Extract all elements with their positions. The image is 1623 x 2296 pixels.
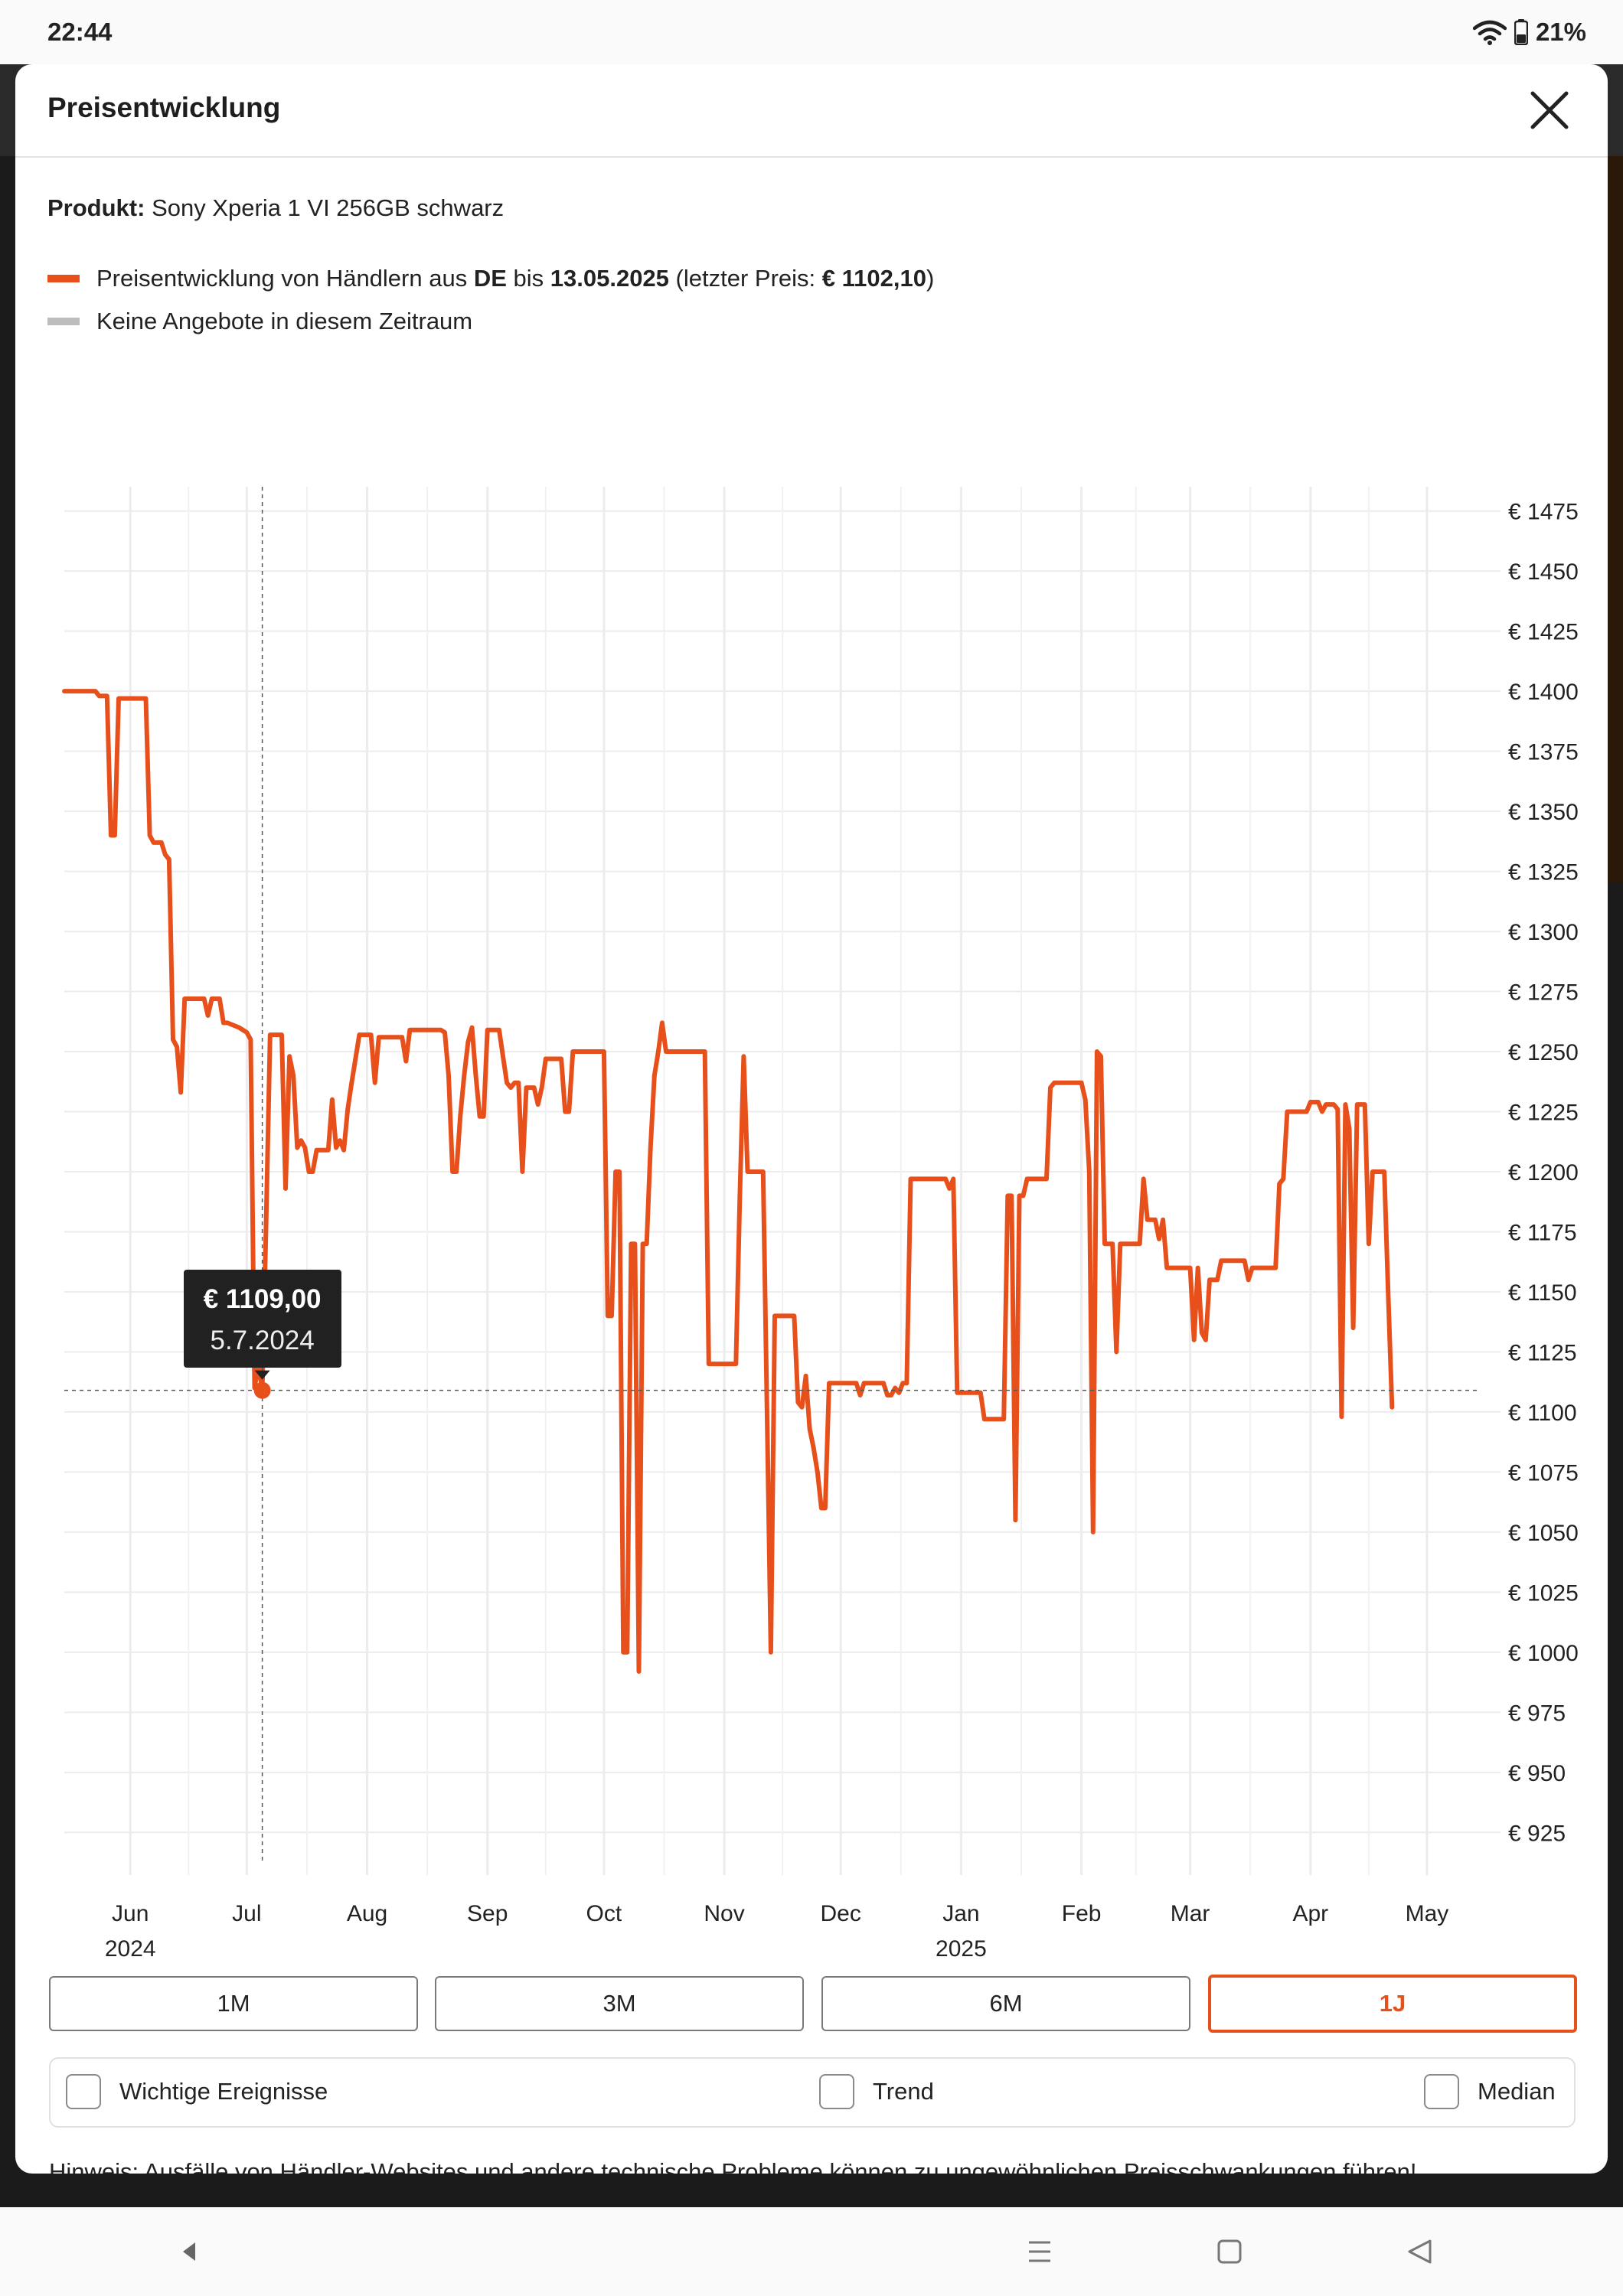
tooltip-arrow [254, 1370, 270, 1380]
legend-swatch-price [47, 275, 80, 282]
y-tick-label: € 1125 [1508, 1340, 1577, 1365]
y-tick-label: € 1200 [1508, 1160, 1579, 1186]
triangle-left-icon [1408, 2239, 1432, 2264]
x-tick-label: Oct [586, 1901, 622, 1926]
legend-item-price: Preisentwicklung von Händlern aus DE bis… [47, 257, 934, 300]
nav-back-button[interactable] [1373, 2207, 1465, 2296]
x-tick-label: Jan [942, 1901, 979, 1926]
trend-checkbox[interactable] [819, 2074, 854, 2109]
y-tick-label: € 1325 [1508, 860, 1579, 885]
legend-swatch-no-offers [47, 318, 80, 325]
x-tick-year-label: 2025 [936, 1936, 987, 1962]
status-bar: 22:44 21% [0, 0, 1623, 64]
x-tick-label: Apr [1292, 1901, 1328, 1926]
x-tick-label: Nov [704, 1901, 744, 1926]
option-important-events[interactable]: Wichtige Ereignisse [66, 2074, 328, 2109]
x-tick-label: Mar [1171, 1901, 1210, 1926]
legend-item-no-offers: Keine Angebote in diesem Zeitraum [47, 300, 934, 343]
dialog-header: Preisentwicklung [15, 64, 1608, 158]
y-tick-label: € 1475 [1508, 500, 1579, 525]
y-tick-label: € 1175 [1508, 1220, 1577, 1245]
range-selector: 1M 3M 6M 1J [49, 1975, 1579, 2033]
chart-options: Wichtige Ereignisse Trend Median [49, 2057, 1576, 2128]
chart-legend: Preisentwicklung von Händlern aus DE bis… [47, 257, 934, 343]
y-tick-label: € 975 [1508, 1701, 1566, 1726]
wifi-icon [1472, 19, 1507, 45]
range-button-1j[interactable]: 1J [1208, 1975, 1577, 2033]
median-checkbox[interactable] [1424, 2074, 1459, 2109]
y-tick-label: € 950 [1508, 1761, 1566, 1786]
range-button-1m[interactable]: 1M [49, 1976, 418, 2031]
price-series-line [62, 689, 1395, 1674]
y-tick-label: € 1225 [1508, 1101, 1579, 1126]
option-median[interactable]: Median [1424, 2074, 1556, 2109]
nav-recents-button[interactable] [994, 2207, 1086, 2296]
legend-text-no-offers: Keine Angebote in diesem Zeitraum [96, 308, 473, 334]
x-tick-label: May [1406, 1901, 1449, 1926]
option-trend[interactable]: Trend [819, 2074, 934, 2109]
product-info: Produkt: Sony Xperia 1 VI 256GB schwarz [47, 194, 504, 222]
battery-level: 21% [1535, 18, 1586, 46]
product-label: Produkt: [47, 194, 145, 221]
events-checkbox[interactable] [66, 2074, 101, 2109]
x-tick-label: Feb [1062, 1901, 1102, 1926]
y-tick-label: € 1375 [1508, 740, 1579, 765]
close-icon [1530, 91, 1569, 129]
x-tick-label: Sep [467, 1901, 508, 1926]
price-chart[interactable]: € 1475 € 1450 € 1425 € 1400 € 1375 € 1350 € 13… [15, 416, 1608, 1978]
range-button-6m[interactable]: 6M [821, 1976, 1190, 2031]
y-tick-label: € 1000 [1508, 1641, 1579, 1666]
clock-time: 22:44 [47, 18, 113, 46]
y-tick-label: € 1300 [1508, 920, 1579, 945]
y-tick-label: € 1075 [1508, 1460, 1579, 1486]
x-tick-label: Aug [347, 1901, 387, 1926]
x-tick-label: Jul [232, 1901, 261, 1926]
range-button-3m[interactable]: 3M [435, 1976, 804, 2031]
y-tick-label: € 925 [1508, 1821, 1566, 1846]
y-tick-label: € 1050 [1508, 1521, 1579, 1546]
price-chart-svg[interactable]: € 1475 € 1450 € 1425 € 1400 € 1375 € 1350 € 13… [15, 416, 1608, 1978]
y-tick-label: € 1250 [1508, 1040, 1579, 1065]
events-label: Wichtige Ereignisse [119, 2078, 328, 2105]
y-tick-label: € 1150 [1508, 1280, 1577, 1306]
legend-text-price: Preisentwicklung von Händlern aus DE bis… [96, 265, 935, 292]
x-tick-label: Dec [821, 1901, 861, 1926]
x-tick-year-label: 2024 [105, 1936, 156, 1962]
tooltip-date: 5.7.2024 [210, 1325, 315, 1355]
product-name: Sony Xperia 1 VI 256GB schwarz [152, 194, 505, 221]
y-tick-label: € 1450 [1508, 559, 1579, 585]
close-button[interactable] [1522, 83, 1577, 138]
trend-label: Trend [873, 2078, 934, 2105]
dialog-title: Preisentwicklung [47, 92, 281, 123]
hint-text: Hinweis: Ausfälle von Händler-Websites u… [49, 2158, 1417, 2174]
y-tick-label: € 1425 [1508, 620, 1579, 645]
nav-home-button[interactable] [1184, 2207, 1275, 2296]
x-tick-label: Jun [112, 1901, 149, 1926]
tooltip-price: € 1109,00 [203, 1283, 322, 1314]
price-history-dialog: Preisentwicklung Produkt: Sony Xperia 1 … [15, 64, 1608, 2174]
y-tick-label: € 1400 [1508, 680, 1579, 705]
nav-back-small-button[interactable] [142, 2207, 234, 2296]
battery-icon [1514, 19, 1528, 45]
y-tick-label: € 1275 [1508, 980, 1579, 1006]
y-tick-label: € 1350 [1508, 800, 1579, 825]
square-icon [1217, 2239, 1242, 2264]
highlight-point [253, 1381, 271, 1399]
navigation-bar [0, 2207, 1623, 2296]
y-tick-label: € 1100 [1508, 1401, 1577, 1426]
median-label: Median [1478, 2078, 1556, 2105]
chart-tooltip: € 1109,00 5.7.2024 [183, 1269, 341, 1368]
status-icons: 21% [1472, 18, 1586, 47]
triangle-left-small-icon [183, 2242, 195, 2261]
y-tick-label: € 1025 [1508, 1580, 1579, 1606]
menu-lines-icon [1029, 2241, 1050, 2262]
